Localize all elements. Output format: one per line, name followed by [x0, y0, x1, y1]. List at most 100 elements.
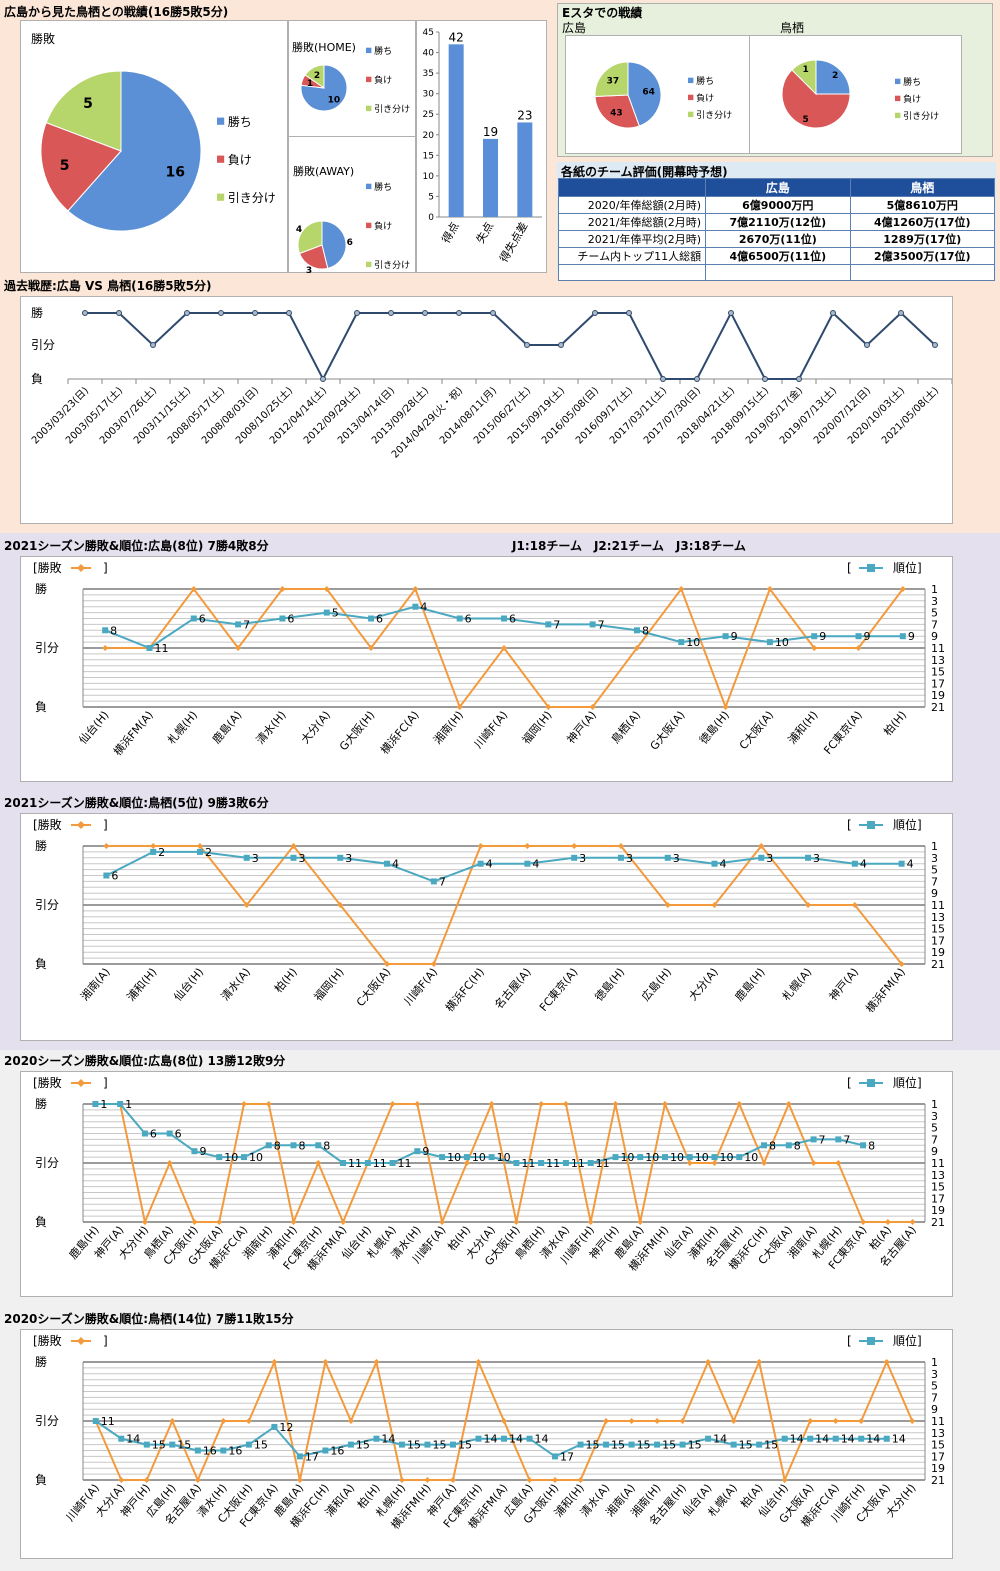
- rank-point: [92, 1101, 99, 1107]
- history-point: [286, 310, 292, 316]
- rank-point: [577, 1441, 584, 1448]
- history-point: [354, 310, 360, 316]
- y-right-label: 5: [931, 1122, 938, 1135]
- rank-label: 11: [546, 1157, 560, 1170]
- result-point: [501, 1418, 507, 1424]
- rank-point: [883, 1435, 890, 1442]
- estadium-title: Eスタでの戦績: [562, 6, 643, 20]
- result-point: [545, 704, 552, 710]
- result-point: [220, 1418, 227, 1424]
- rank-point: [860, 1142, 867, 1149]
- result-point: [243, 902, 250, 908]
- result-point: [235, 645, 242, 651]
- y-left-label: 引分: [35, 641, 59, 655]
- rank-label: 14: [790, 1433, 804, 1446]
- history-point: [762, 376, 768, 382]
- goals-bar-chart: 0 5 10 15 20 25 30 35 40 45 42 得点 19 失点 23 得失点差: [423, 28, 542, 265]
- result-point: [488, 1101, 495, 1107]
- result-point: [322, 1359, 329, 1365]
- result-point: [477, 843, 484, 849]
- pie-value-label-draw: 37: [607, 77, 620, 87]
- eval-header-cell: 広島: [705, 178, 851, 197]
- rank-point: [347, 1441, 354, 1448]
- y-right-label: 5: [931, 864, 938, 877]
- legend-label-draw: 引き分け: [228, 191, 276, 205]
- history-point: [830, 310, 836, 316]
- x-category-label: 川崎F(A): [471, 708, 510, 751]
- legend-label-loss: 負け: [903, 93, 921, 105]
- bar-panel: 0 5 10 15 20 25 30 35 40 45 42 得点 19 失点 23 得失点差: [416, 20, 547, 273]
- rank-label: 8: [769, 1139, 776, 1152]
- rank-label: 15: [611, 1439, 625, 1452]
- result-point: [526, 1477, 533, 1483]
- rank-point: [661, 1154, 668, 1161]
- result-point: [216, 1219, 223, 1225]
- history-y-label: 勝: [31, 305, 43, 320]
- legend-label-win: 勝ち: [696, 75, 714, 87]
- result-point: [368, 645, 375, 651]
- y-left-label: 負: [35, 1473, 47, 1487]
- rank-label: 4: [720, 858, 727, 871]
- rank-point: [271, 1423, 278, 1430]
- eval-row-label: [557, 264, 707, 281]
- rank-label: 8: [274, 1139, 281, 1152]
- legend-rank-open: [: [847, 1334, 852, 1348]
- rank-line: [95, 1103, 864, 1164]
- y-left-label: 引分: [35, 1156, 59, 1170]
- x-category-label: 横浜FC(A): [377, 708, 421, 757]
- result-point: [761, 1160, 768, 1166]
- result-point: [758, 843, 765, 849]
- history-line-chart: 勝引分負2003/03/23(日)2003/05/17(土)2003/07/26…: [30, 305, 953, 461]
- x-category-label: 仙台(H): [171, 965, 207, 1004]
- result-point: [524, 843, 531, 849]
- y-right-label: 17: [931, 1192, 945, 1205]
- rank-label: 15: [637, 1439, 651, 1452]
- eval-cell: 4億6500万(11位): [705, 247, 851, 265]
- result-point: [664, 902, 671, 908]
- legend-swatch-loss: [217, 155, 225, 163]
- y-right-label: 21: [931, 958, 945, 971]
- legend-swatch-draw: [895, 112, 901, 119]
- estadium-box: Eスタでの戦績 広島 鳥栖 64 43 37 勝ち 負け 引き分け 2 5 1 勝ち 負け 引き分け: [557, 3, 993, 157]
- y-right-label: 21: [931, 701, 945, 714]
- rank-label: 11: [373, 1157, 387, 1170]
- history-title: 過去戦歴:広島 VS 鳥栖(16勝5敗5分): [4, 279, 212, 293]
- rank-label: 8: [323, 1139, 330, 1152]
- result-point: [617, 843, 624, 849]
- rank-label: 7: [553, 618, 560, 631]
- eval-title: 各紙のチーム評価(開幕時予想): [561, 165, 728, 179]
- rank-point: [368, 615, 375, 622]
- result-point: [323, 586, 330, 592]
- history-x-label: 2008/05/17(土): [165, 384, 228, 447]
- rank-label: 3: [673, 852, 680, 865]
- result-point: [315, 1160, 322, 1166]
- pie-value-label-draw: 1: [803, 65, 809, 75]
- x-category-label: 名古屋(A): [491, 965, 533, 1012]
- rank-label: 1: [125, 1098, 132, 1111]
- y-right-label: 15: [931, 923, 945, 936]
- history-point: [864, 342, 870, 348]
- legend-swatch-win: [688, 77, 694, 84]
- rank-label: 6: [175, 1128, 182, 1141]
- pie-slice-draw: [45, 70, 122, 152]
- rank-point: [603, 1441, 610, 1448]
- history-point: [116, 310, 122, 316]
- rank-point: [398, 1441, 405, 1448]
- x-category-label: 徳島(H): [696, 708, 732, 747]
- result-point: [196, 843, 203, 849]
- legend-label-loss: 負け: [374, 74, 392, 86]
- result-point: [811, 645, 818, 651]
- rank-point: [463, 1154, 470, 1161]
- y-right-label: 5: [931, 1380, 938, 1393]
- legend-result-label: [勝敗: [33, 1333, 62, 1348]
- x-category-label: FC東京(A): [821, 708, 865, 757]
- eval-row: 2021/年俸総額(2月時) 7億2110万(12位) 4億1260万(17位): [557, 213, 996, 231]
- y-right-label: 9: [931, 1145, 938, 1158]
- history-x-label: 2018/09/15(土): [709, 384, 772, 447]
- legend-rank-label: 順位]: [893, 560, 922, 575]
- eval-box: 各紙のチーム評価(開幕時予想) 広島 鳥栖 2020/年俸総額(2月時) 6億9000…: [557, 162, 996, 281]
- rank-label: 14: [841, 1433, 855, 1446]
- legend-rank-marker: [867, 1337, 875, 1345]
- rank-label: 4: [420, 601, 427, 614]
